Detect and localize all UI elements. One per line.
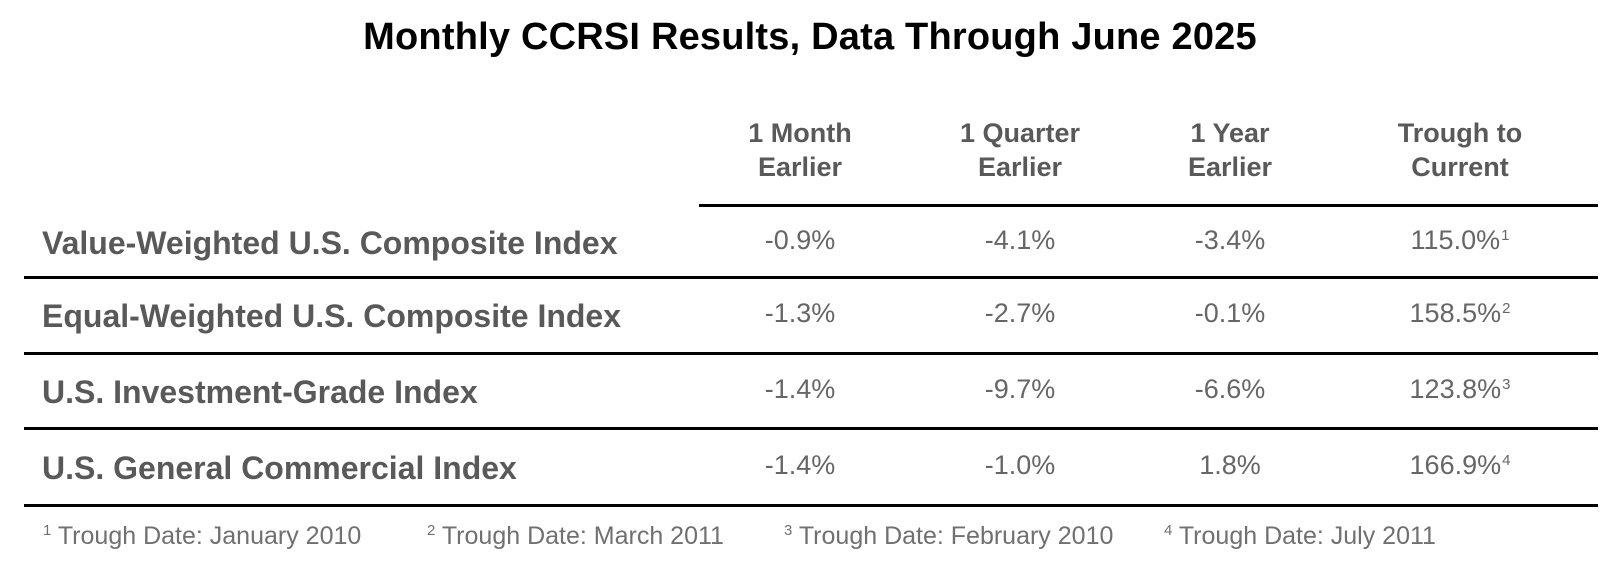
trough-value: 166.9% <box>1409 450 1502 480</box>
footnote-marker: 4 <box>1502 452 1511 469</box>
footnote-marker: 3 <box>1502 376 1511 393</box>
cell-value: -0.9% <box>764 225 836 255</box>
trough-value: 158.5% <box>1409 298 1502 328</box>
footnote-1: 1 Trough Date: January 2010 <box>42 522 361 551</box>
cell-trough-value: 158.5%2 <box>1340 298 1580 329</box>
cell-value: -4.1% <box>984 225 1056 255</box>
row-label-value-weighted: Value-Weighted U.S. Composite Index <box>42 225 618 261</box>
column-header-1-month: 1 Month Earlier <box>700 116 900 184</box>
footnote-4: 4 Trough Date: July 2011 <box>1163 522 1436 551</box>
cell-trough-value: 166.9%4 <box>1340 450 1580 481</box>
row-divider <box>24 427 1598 430</box>
column-header-line: 1 Month <box>748 118 852 148</box>
footnote-text: Trough Date: January 2010 <box>57 522 362 550</box>
column-header-1-year: 1 Year Earlier <box>1130 116 1330 184</box>
column-header-line: Trough to <box>1397 118 1523 148</box>
footnote-marker: 1 <box>1501 227 1510 244</box>
cell-value: -1.0% <box>984 450 1056 480</box>
column-header-line: 1 Year <box>1190 118 1270 148</box>
cell-value: -1.3% <box>764 298 836 328</box>
column-header-line: Earlier <box>757 152 843 182</box>
row-label-general-commercial: U.S. General Commercial Index <box>42 450 517 486</box>
table-title: Monthly CCRSI Results, Data Through June… <box>363 16 1257 58</box>
cell-value: -2.7% <box>984 298 1056 328</box>
column-header-1-quarter: 1 Quarter Earlier <box>910 116 1130 184</box>
footnote-mark: 4 <box>1164 522 1173 539</box>
cell-value: -1.4% <box>764 374 836 404</box>
footnote-marker: 2 <box>1502 300 1511 317</box>
cell-value: -0.1% <box>1194 298 1266 328</box>
footnote-mark: 3 <box>784 522 793 539</box>
row-divider <box>24 276 1598 279</box>
footnote-3: 3 Trough Date: February 2010 <box>783 522 1113 551</box>
cell-value: -3.4% <box>1194 225 1266 255</box>
column-header-trough-to-current: Trough to Current <box>1340 116 1580 184</box>
footnote-mark: 1 <box>43 522 52 539</box>
header-rule <box>699 204 1598 207</box>
footnote-2: 2 Trough Date: March 2011 <box>426 522 724 551</box>
column-header-line: Earlier <box>977 152 1063 182</box>
cell-value: -9.7% <box>984 374 1056 404</box>
row-label-equal-weighted: Equal-Weighted U.S. Composite Index <box>42 298 622 334</box>
row-label-investment-grade: U.S. Investment-Grade Index <box>42 374 478 410</box>
footnote-text: Trough Date: February 2010 <box>798 522 1114 550</box>
trough-value: 115.0% <box>1410 225 1501 255</box>
column-header-line: 1 Quarter <box>959 118 1081 148</box>
footnote-mark: 2 <box>427 522 436 539</box>
column-header-line: Current <box>1411 152 1509 182</box>
cell-trough-value: 115.0%1 <box>1340 225 1580 256</box>
cell-value: -1.4% <box>764 450 836 480</box>
cell-trough-value: 123.8%3 <box>1340 374 1580 405</box>
cell-value: 1.8% <box>1199 450 1261 480</box>
column-header-line: Earlier <box>1187 152 1273 182</box>
trough-value: 123.8% <box>1409 374 1502 404</box>
row-divider <box>24 352 1598 355</box>
cell-value: -6.6% <box>1194 374 1266 404</box>
footnote-text: Trough Date: July 2011 <box>1178 522 1436 550</box>
table-bottom-rule <box>24 504 1598 507</box>
footnote-text: Trough Date: March 2011 <box>441 522 724 550</box>
